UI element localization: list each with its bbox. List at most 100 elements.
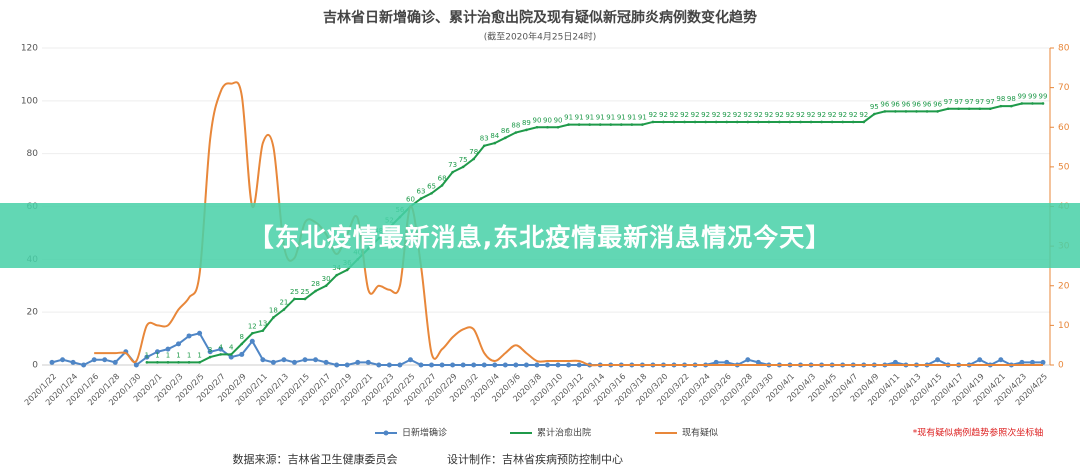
point xyxy=(609,123,613,126)
point xyxy=(324,284,328,288)
point xyxy=(133,362,139,368)
point xyxy=(144,354,150,360)
data-label: 83 xyxy=(480,135,489,143)
series-line xyxy=(94,81,1043,367)
point xyxy=(450,362,456,368)
data-label: 88 xyxy=(511,122,520,130)
point xyxy=(260,357,266,363)
data-label: 92 xyxy=(796,111,805,119)
point xyxy=(493,141,497,145)
point xyxy=(60,357,66,363)
data-label: 92 xyxy=(849,111,858,119)
point xyxy=(461,165,465,169)
axis-note: *现有疑似病例趋势参照次坐标轴 xyxy=(913,427,1044,439)
point xyxy=(156,361,159,364)
legend-marker xyxy=(383,430,389,436)
data-label: 25 xyxy=(301,288,310,296)
point xyxy=(988,107,992,111)
point xyxy=(418,362,424,368)
point xyxy=(978,107,982,111)
point xyxy=(430,191,433,195)
point xyxy=(335,273,338,277)
point xyxy=(713,359,719,365)
point xyxy=(261,329,265,332)
point xyxy=(977,357,983,363)
data-label: 92 xyxy=(722,111,731,119)
chart-subtitle: (截至2020年4月25日24时) xyxy=(484,31,597,43)
point xyxy=(767,120,771,124)
point xyxy=(70,359,76,365)
point xyxy=(809,120,813,124)
point xyxy=(998,357,1004,363)
data-label: 92 xyxy=(701,111,710,119)
y2-tick-label: 70 xyxy=(1058,83,1070,93)
data-label: 1 xyxy=(197,351,201,359)
y-tick-label: 100 xyxy=(21,96,38,106)
point xyxy=(556,125,560,129)
point xyxy=(535,125,539,129)
data-label: 65 xyxy=(427,182,436,190)
data-label: 92 xyxy=(733,111,742,119)
point xyxy=(303,297,307,301)
data-label: 12 xyxy=(248,322,257,330)
data-label: 92 xyxy=(859,111,868,119)
point xyxy=(177,361,180,364)
point xyxy=(830,120,834,124)
point xyxy=(345,268,349,272)
data-label: 89 xyxy=(522,119,531,127)
point xyxy=(112,359,118,365)
data-label: 97 xyxy=(975,98,984,106)
point xyxy=(778,120,781,124)
point xyxy=(704,120,707,124)
point xyxy=(714,120,718,124)
point xyxy=(165,346,171,352)
data-label: 13 xyxy=(258,320,267,328)
point xyxy=(282,308,286,311)
point xyxy=(588,123,591,126)
point xyxy=(482,144,486,148)
data-label: 96 xyxy=(923,100,932,108)
point xyxy=(344,362,350,368)
point xyxy=(1010,104,1013,108)
point xyxy=(355,359,361,365)
point xyxy=(862,120,866,124)
data-label: 73 xyxy=(448,161,457,169)
y2-tick-label: 60 xyxy=(1058,123,1070,133)
point xyxy=(249,338,255,344)
point xyxy=(492,362,498,368)
point xyxy=(419,197,423,200)
data-label: 78 xyxy=(469,148,478,156)
point xyxy=(576,362,582,368)
point xyxy=(545,362,550,368)
legend-label: 累计治愈出院 xyxy=(537,427,591,439)
point xyxy=(534,362,540,368)
point xyxy=(154,349,160,355)
data-label: 96 xyxy=(901,100,910,108)
point xyxy=(693,120,697,124)
point xyxy=(208,355,212,359)
data-label: 90 xyxy=(543,116,552,124)
point xyxy=(925,110,929,113)
data-label: 4 xyxy=(229,343,234,351)
point xyxy=(851,120,855,124)
point xyxy=(724,359,730,365)
point xyxy=(935,357,941,363)
point xyxy=(957,107,960,111)
data-label: 1 xyxy=(176,351,180,359)
point xyxy=(81,362,87,368)
data-label: 92 xyxy=(754,111,763,119)
point xyxy=(218,346,224,352)
point xyxy=(820,120,823,124)
point xyxy=(270,359,276,365)
point xyxy=(651,120,655,124)
data-label: 92 xyxy=(817,111,826,119)
data-label: 98 xyxy=(1007,95,1016,103)
data-label: 92 xyxy=(775,111,784,119)
data-label: 92 xyxy=(712,111,721,119)
point xyxy=(198,361,201,364)
point xyxy=(314,289,317,293)
y2-tick-label: 50 xyxy=(1058,162,1070,172)
point xyxy=(481,362,487,368)
